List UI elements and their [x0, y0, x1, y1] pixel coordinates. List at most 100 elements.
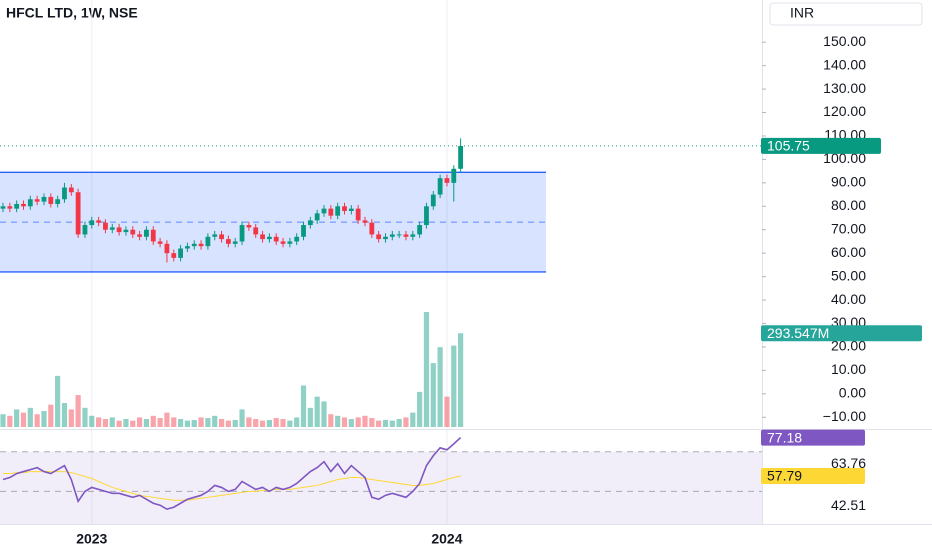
volume-bar: [218, 419, 225, 427]
volume-bar: [205, 418, 211, 427]
volume-bar: [273, 418, 279, 427]
volume-bar: [164, 412, 170, 427]
candle-body: [157, 241, 163, 244]
candle-body: [212, 234, 218, 237]
volume-bar: [321, 401, 327, 427]
volume-bar: [430, 363, 436, 427]
rsi-pane: [0, 436, 762, 524]
candle-body: [89, 220, 95, 226]
y-tick-label: 70.00: [831, 220, 866, 236]
candle-body: [383, 236, 388, 240]
candle-body: [321, 208, 327, 214]
candle-body: [103, 222, 108, 230]
volume-bar: [444, 396, 450, 427]
candle-body: [205, 236, 211, 247]
volume-bar: [458, 333, 464, 427]
volume-bar: [287, 420, 293, 427]
volume-bar: [307, 407, 313, 427]
candle-body: [116, 227, 122, 233]
candle-body: [287, 241, 293, 244]
candle-body: [14, 203, 20, 209]
currency-label[interactable]: INR: [790, 5, 814, 21]
volume-bar: [259, 420, 266, 427]
volume-bar: [389, 420, 395, 427]
volume-bar: [335, 415, 341, 427]
volume-tag-bg: [761, 325, 922, 342]
candle-body: [178, 248, 183, 258]
candle-body: [396, 234, 402, 236]
candle-body: [424, 206, 429, 226]
volume-bar: [423, 312, 430, 427]
chart-title: HFCL LTD, 1W, NSE: [6, 5, 138, 21]
rsi-band: [0, 451, 762, 524]
volume-bar: [280, 419, 286, 427]
volume-bar: [212, 415, 218, 427]
candle-body: [27, 199, 33, 207]
x-tick-label: 2024: [431, 531, 462, 547]
candle-body: [362, 220, 368, 223]
volume-bar: [300, 385, 307, 427]
candle-body: [219, 234, 224, 240]
volume-bar: [123, 419, 129, 427]
volume-bar: [171, 417, 177, 427]
candle-body: [246, 225, 252, 228]
candle-body: [191, 243, 197, 247]
candle-body: [389, 234, 395, 237]
y-tick-label: 90.00: [831, 174, 866, 190]
candle-body: [369, 222, 375, 235]
y-tick-label: 150.00: [823, 33, 866, 49]
candle-body: [355, 208, 361, 221]
y-tick-label: 10.00: [831, 361, 866, 377]
candle-body: [137, 234, 142, 237]
y-tick-label: 0.00: [839, 385, 866, 401]
volume-bar: [376, 420, 382, 427]
rsi-ma-tag-bg: [761, 467, 865, 484]
volume-bar: [341, 417, 348, 427]
y-tick-label: 140.00: [823, 56, 866, 72]
candle-body: [171, 253, 177, 258]
price-tag: 105.75: [767, 138, 810, 154]
candle-body: [68, 187, 74, 193]
y-tick-label: 50.00: [831, 267, 866, 283]
rsi-ma-tag: 57.79: [767, 468, 802, 484]
currency-box[interactable]: [769, 2, 923, 26]
volume-bar: [369, 418, 375, 427]
candle-body: [403, 234, 409, 237]
candle-body: [430, 194, 436, 207]
volume-bar: [150, 415, 156, 427]
candle-body: [96, 220, 102, 223]
volume-bar: [109, 417, 115, 427]
candle-body: [21, 203, 26, 207]
volume-bar: [314, 396, 320, 427]
candle-body: [75, 192, 81, 235]
candle-body: [328, 208, 334, 216]
candle-body: [130, 229, 136, 235]
rsi-tag: 77.18: [767, 429, 802, 445]
volume-bar: [0, 414, 6, 427]
volume-bar: [75, 395, 81, 427]
candle-body: [280, 241, 286, 244]
volume-bar: [41, 411, 47, 427]
volume-bar: [137, 417, 143, 427]
volume-bar: [157, 418, 163, 427]
volume-bar: [184, 420, 191, 427]
candle-body: [458, 145, 464, 169]
volume-bar: [55, 375, 61, 427]
y-tick-label: 20.00: [831, 338, 866, 354]
volume-bar: [191, 419, 197, 427]
candle-body: [55, 199, 61, 204]
candle-body: [410, 234, 416, 237]
y-tick-label: 130.00: [823, 80, 866, 96]
candle-body: [260, 234, 265, 240]
rsi-line: [2, 436, 462, 511]
candle-body: [232, 241, 238, 244]
volume-bar: [34, 414, 40, 427]
y-tick-label: 40.00: [831, 291, 866, 307]
y-tick-label: 120.00: [823, 103, 866, 119]
candle-body: [185, 246, 190, 249]
candle-body: [273, 236, 279, 242]
candle-body: [34, 199, 40, 202]
candle-body: [150, 229, 156, 242]
y-tick-label: 100.00: [823, 150, 866, 166]
